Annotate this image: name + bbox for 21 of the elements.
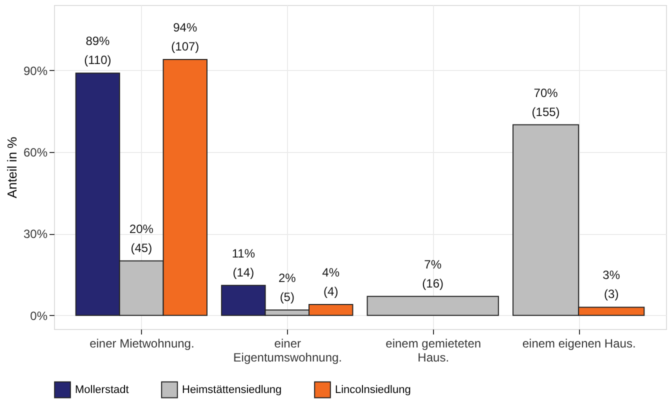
data-label: 2% (5) (278, 270, 296, 304)
y-tick-label: 90% (23, 64, 48, 78)
x-tick-label: einer Mietwohnung. (90, 336, 194, 350)
y-tick-label: 60% (23, 146, 48, 160)
legend-label: Lincolnsiedlung (335, 384, 411, 396)
y-tick-label: 0% (30, 308, 48, 323)
x-tick-label: einem gemieteten Haus. (386, 336, 482, 364)
data-label: 20% (45) (129, 222, 154, 255)
legend-label: Mollerstadt (75, 384, 129, 396)
data-label: 70% (155) (532, 86, 560, 119)
y-axis-title: Anteil in % (4, 136, 20, 198)
data-label: 11% (14) (232, 246, 256, 280)
x-tick-label: einer Eigentumswohnung. (233, 336, 342, 364)
x-tick-label: einem eigenen Haus. (522, 336, 636, 350)
data-label: 7% (16) (422, 257, 444, 290)
data-label: 89% (110) (84, 34, 112, 68)
y-tick-label: 30% (23, 227, 48, 242)
data-label: 4% (4) (322, 265, 340, 298)
data-label: 94% (107) (171, 20, 200, 54)
legend-label: Heimstättensiedlung (182, 384, 282, 396)
data-label: 3% (3) (602, 268, 620, 302)
